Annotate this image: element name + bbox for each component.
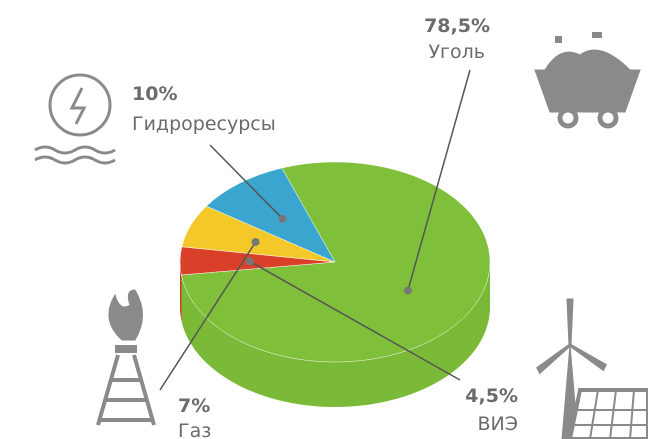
labels: 78,5% Уголь 4,5% ВИЭ 7% Газ 10% Гидроресурсы bbox=[132, 15, 518, 439]
slice bbox=[181, 161, 491, 363]
category-label: Уголь bbox=[428, 41, 485, 63]
icons bbox=[34, 32, 648, 439]
value-label: 78,5% bbox=[424, 15, 490, 37]
leader-dot bbox=[251, 237, 260, 246]
leader-line bbox=[407, 69, 471, 291]
coal-icon bbox=[534, 32, 641, 129]
value-label: 4,5% bbox=[465, 385, 518, 407]
leader-line bbox=[249, 260, 461, 381]
category-label: ВИЭ bbox=[477, 413, 518, 435]
value-label: 7% bbox=[178, 395, 210, 417]
leader-dot bbox=[245, 257, 254, 266]
pie bbox=[179, 161, 491, 407]
gas-icon bbox=[96, 289, 156, 426]
hydro-icon bbox=[34, 73, 116, 165]
slice bbox=[205, 167, 336, 263]
leader-dot bbox=[278, 214, 287, 223]
category-label: Гидроресурсы bbox=[132, 113, 276, 135]
leader-dot bbox=[403, 286, 412, 295]
renewable-icon bbox=[536, 298, 648, 439]
leader-line bbox=[159, 241, 257, 391]
value-label: 10% bbox=[132, 83, 177, 105]
category-label: Газ bbox=[178, 420, 211, 439]
leader-line bbox=[209, 144, 283, 220]
